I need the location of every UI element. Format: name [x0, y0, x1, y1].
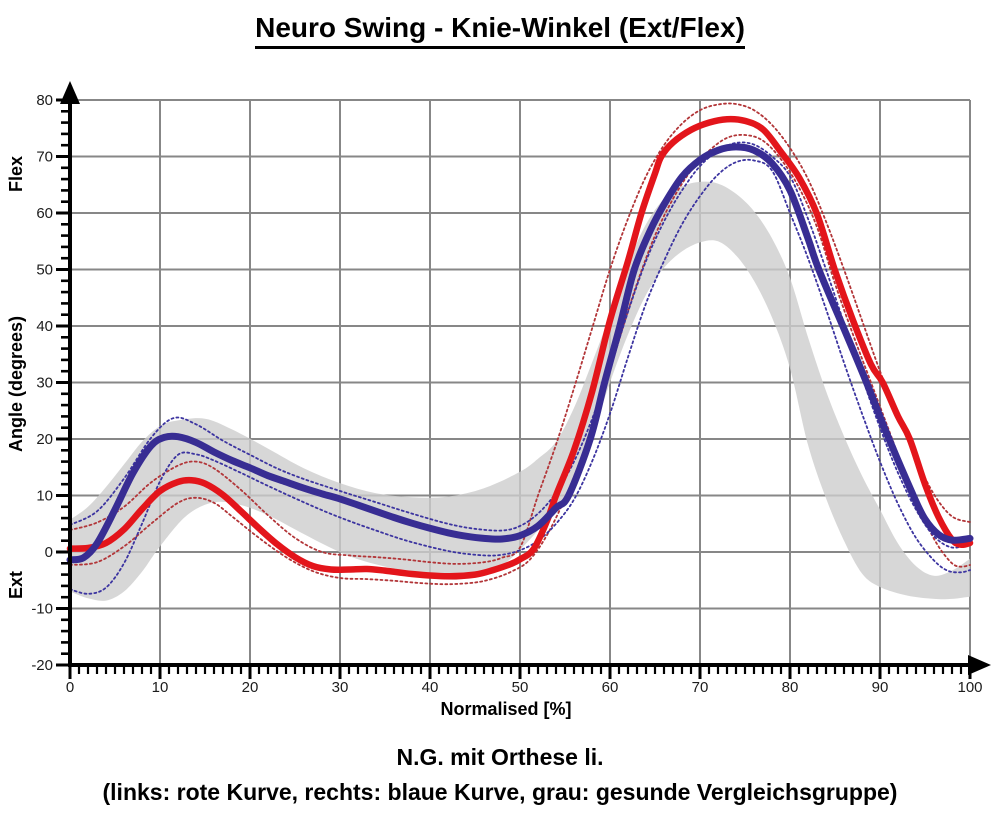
caption-line-2: (links: rote Kurve, rechts: blaue Kurve,…: [102, 779, 898, 805]
healthy-band: [70, 181, 970, 601]
chart-header: Neuro Swing - Knie-Winkel (Ext/Flex): [0, 12, 1000, 49]
x-tick-label: 60: [602, 679, 619, 696]
y-tick-label: 20: [36, 431, 53, 448]
y-axis-flex-label: Flex: [6, 156, 26, 192]
y-tick-label: 70: [36, 149, 53, 166]
blue-lower-sd: [69, 158, 971, 595]
y-tick-label: 40: [36, 318, 53, 335]
y-tick-label: 80: [36, 92, 53, 109]
data-layer: [66, 102, 974, 601]
red-upper-sd: [69, 102, 971, 565]
grid: [70, 99, 971, 665]
y-axis-title: Angle (degrees): [6, 316, 26, 452]
x-tick-label: 80: [782, 679, 799, 696]
x-tick-label: 50: [512, 679, 529, 696]
y-tick-label: 30: [36, 375, 53, 392]
x-tick-label: 70: [692, 679, 709, 696]
y-tick-label: 0: [45, 544, 53, 561]
x-tick-label: 30: [332, 679, 349, 696]
y-tick-label: -10: [31, 601, 53, 618]
x-axis-arrow-icon: [968, 655, 991, 675]
blue-curve: [66, 143, 974, 564]
y-tick-label: -20: [31, 657, 53, 674]
chart-caption: N.G. mit Orthese li. (links: rote Kurve,…: [0, 740, 1000, 810]
x-tick-label: 90: [872, 679, 889, 696]
x-tick-label: 10: [152, 679, 169, 696]
tick-labels: -20 -10 0 10 20 30 40 50 60 70 80 0 10 20 30 40 50 60 70 80…: [31, 92, 982, 696]
y-tick-label: 60: [36, 205, 53, 222]
x-tick-label: 40: [422, 679, 439, 696]
plot-layers: -20 -10 0 10 20 30 40 50 60 70 80 0 10 20 30 40 50 60 70 80…: [31, 81, 991, 696]
y-tick-label: 10: [36, 488, 53, 505]
y-axis-arrow-icon: [60, 81, 80, 104]
x-tick-label: 100: [957, 679, 982, 696]
chart-title: Neuro Swing - Knie-Winkel (Ext/Flex): [255, 12, 745, 49]
axes: [56, 81, 991, 679]
caption-line-1: N.G. mit Orthese li.: [396, 744, 604, 770]
x-axis-title: Normalised [%]: [440, 699, 571, 719]
x-tick-label: 0: [66, 679, 74, 696]
x-tick-label: 20: [242, 679, 259, 696]
y-axis-ext-label: Ext: [6, 571, 26, 599]
red-curve: [66, 115, 974, 580]
y-tick-label: 50: [36, 262, 53, 279]
